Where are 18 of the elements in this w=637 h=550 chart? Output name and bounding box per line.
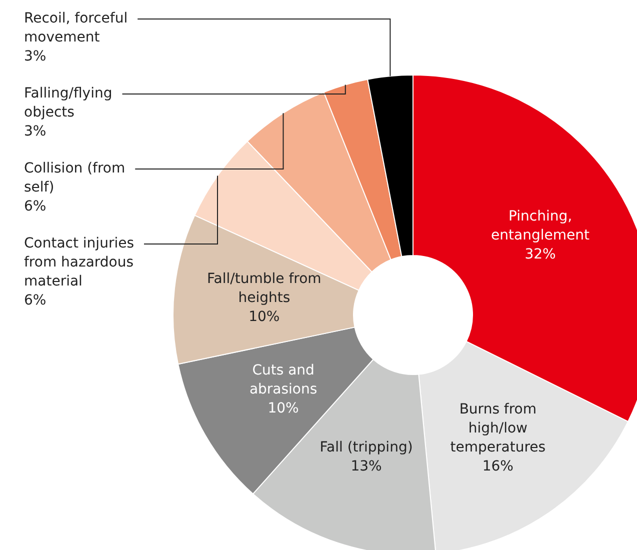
- data-label: 6%: [24, 198, 46, 215]
- data-label: 3%: [24, 48, 46, 65]
- slice-label: Fall (tripping): [320, 439, 413, 456]
- slice-label: Collision (from self): [24, 160, 126, 196]
- slice-label: Burns from high/low temperatures: [450, 401, 546, 456]
- slice-label: Pinching, entanglement: [491, 208, 590, 244]
- slice-label: Cuts and abrasions: [249, 362, 318, 398]
- data-label: 3%: [24, 124, 46, 140]
- data-label: 32%: [524, 246, 556, 263]
- data-label: 10%: [268, 400, 299, 417]
- slice-label: Fall/tumble from heights: [207, 271, 322, 306]
- data-label: 10%: [248, 309, 280, 326]
- slice-label: Contact injuries from hazardous material: [24, 236, 134, 290]
- data-label: 13%: [350, 458, 382, 474]
- data-label: 16%: [482, 458, 514, 474]
- slice-label: Falling/flying objects: [24, 86, 112, 121]
- slice-label: Recoil, forceful movement: [24, 10, 128, 46]
- data-label: 6%: [24, 292, 46, 309]
